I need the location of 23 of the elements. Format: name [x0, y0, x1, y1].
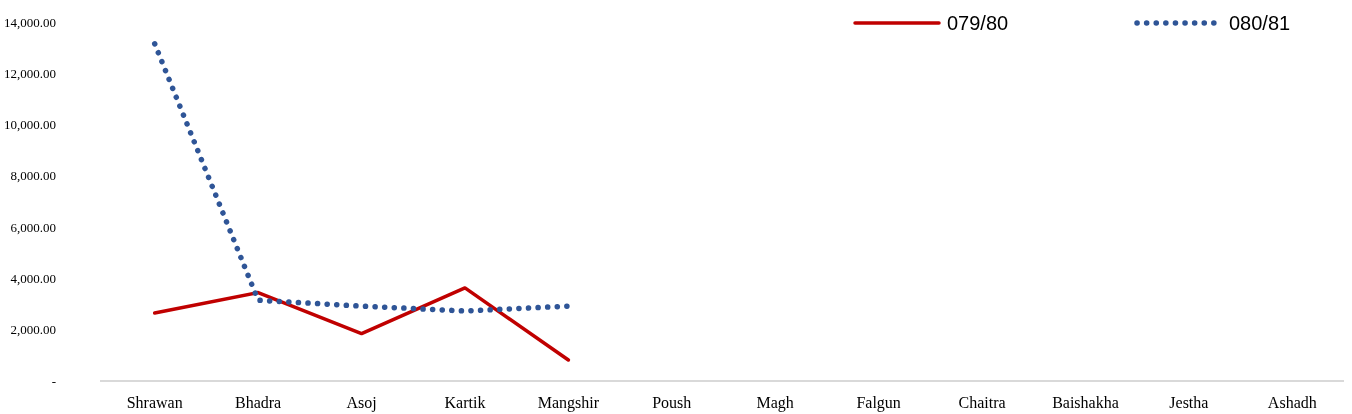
- legend-label: 080/81: [1229, 12, 1291, 34]
- x-tick-label: Falgun: [856, 394, 901, 412]
- y-tick-label: 14,000.00: [4, 14, 56, 30]
- x-tick-label: Magh: [756, 394, 794, 412]
- y-tick-label: -: [51, 373, 56, 389]
- x-tick-label: Ashadh: [1267, 394, 1317, 411]
- x-tick-label: Bhadra: [235, 394, 282, 411]
- line-series: [152, 286, 571, 362]
- x-tick-label: Poush: [652, 394, 692, 411]
- x-tick-label: Chaitra: [958, 394, 1006, 411]
- x-tick-label: Baishakha: [1052, 394, 1119, 411]
- x-tick-label: Asoj: [346, 394, 377, 412]
- legend-label: 079/80: [947, 12, 1009, 34]
- y-tick-label: 12,000.00: [4, 65, 56, 81]
- x-tick-label: Shrawan: [126, 394, 183, 411]
- x-tick-label: Mangshir: [537, 394, 600, 412]
- y-tick-label: 10,000.00: [4, 117, 56, 133]
- x-tick-label: Kartik: [444, 394, 486, 411]
- x-tick-label: Jestha: [1169, 394, 1209, 411]
- y-tick-label: 4,000.00: [10, 270, 56, 286]
- y-tick-label: 2,000.00: [10, 322, 56, 338]
- y-tick-label: 8,000.00: [10, 168, 56, 184]
- y-tick-label: 6,000.00: [10, 219, 56, 235]
